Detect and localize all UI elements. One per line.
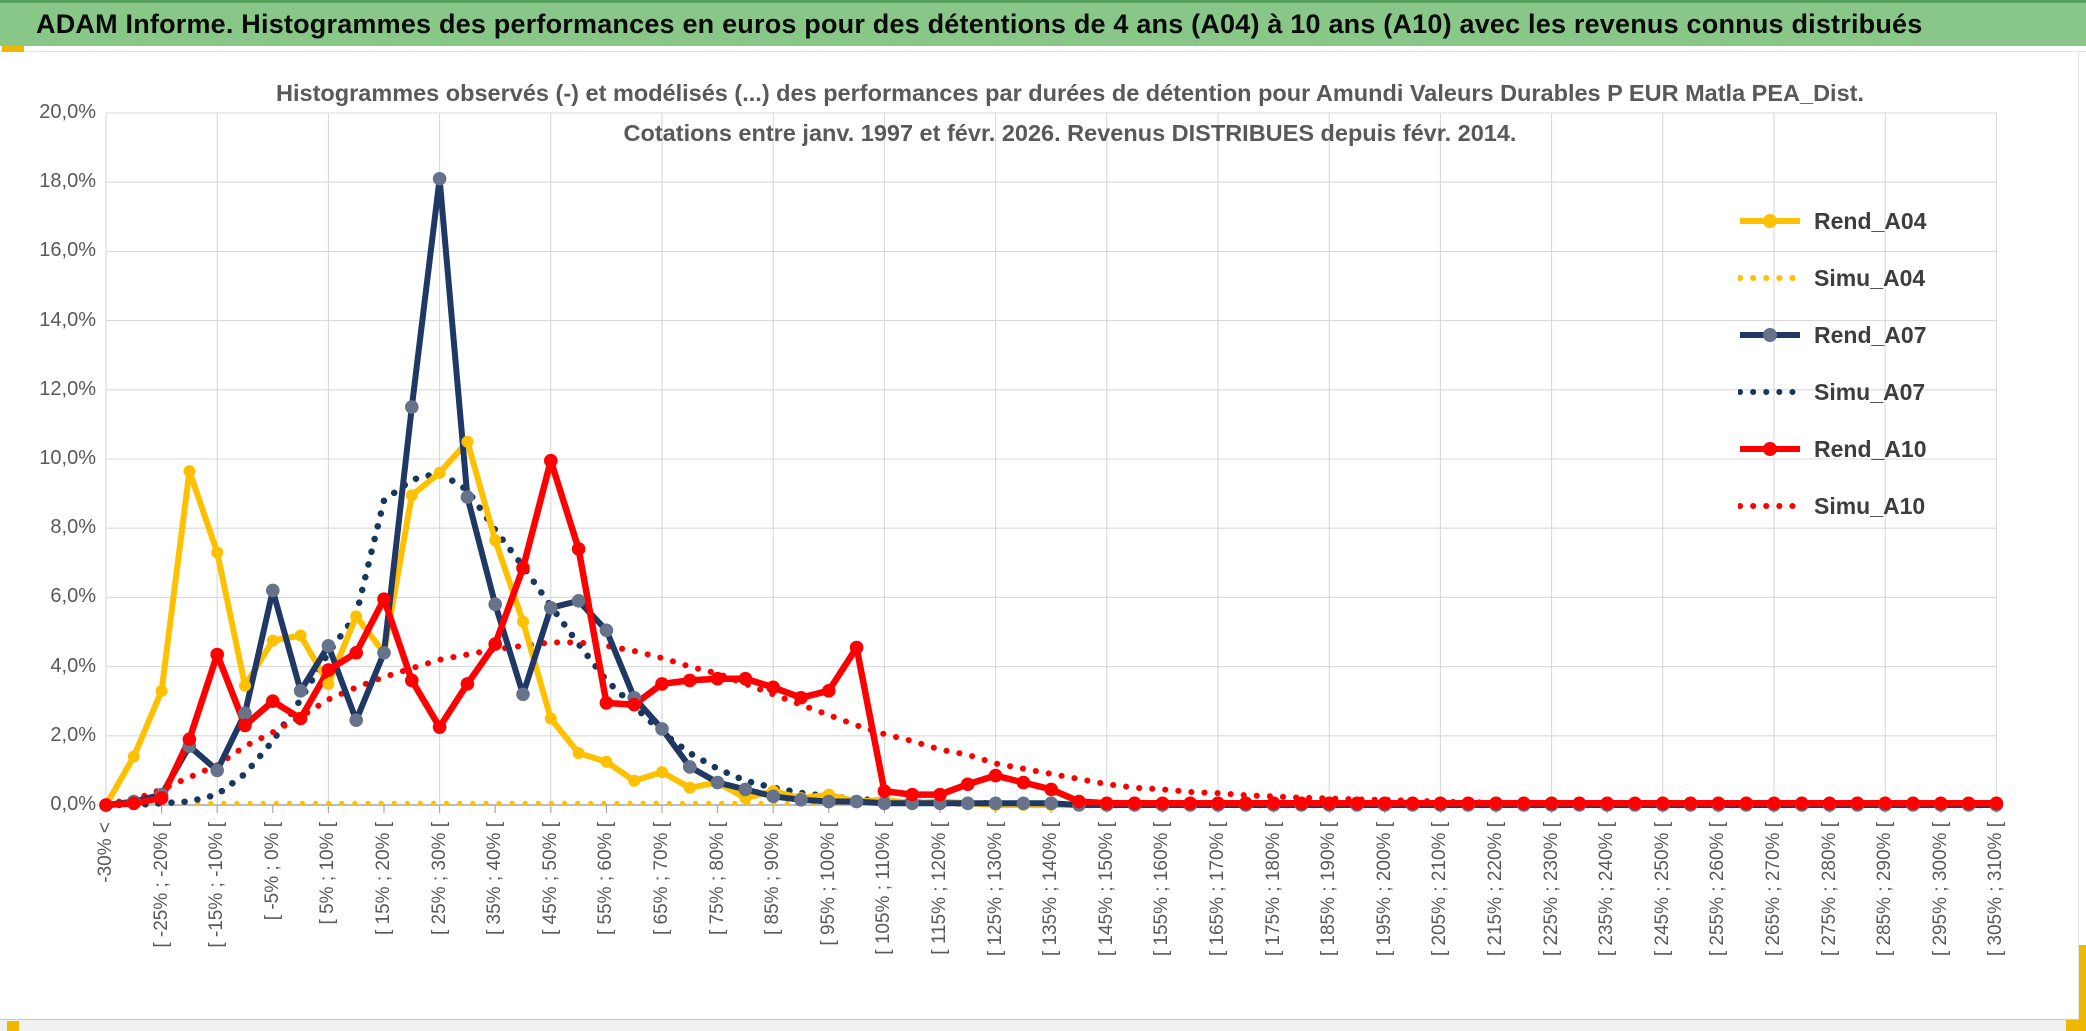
y-tick-label: 6,0%: [50, 585, 96, 608]
x-tick-label: [ 305% ; 310% [: [1985, 822, 2007, 957]
y-tick-label: 0,0%: [50, 793, 96, 815]
y-tick-label: 10,0%: [39, 447, 96, 469]
y-tick-label: 4,0%: [50, 654, 96, 677]
gold-right-edge: [2079, 945, 2086, 1031]
x-tick-label: [ -5% ; 0% [: [261, 822, 283, 921]
legend-swatch-simu-a07-icon: [1738, 389, 1803, 395]
legend-swatch-rend-a07-icon: [1740, 328, 1800, 342]
x-tick-label: [ 105% ; 110% [: [873, 822, 895, 955]
x-tick-label: [ 155% ; 160% [: [1151, 822, 1173, 957]
legend-item-rend-a07: Rend_A07: [1738, 322, 1926, 348]
header-gold-accent: [2, 46, 24, 52]
x-tick-label: [ 195% ; 200% [: [1373, 822, 1395, 957]
x-tick-label: [ 265% ; 270% [: [1763, 822, 1784, 957]
x-tick-label: [ 275% ; 280% [: [1818, 822, 1840, 957]
y-tick-label: 2,0%: [50, 723, 96, 746]
chart-right-border: [2078, 52, 2079, 1019]
legend-item-simu-a07: Simu_A07: [1738, 379, 1926, 405]
x-tick-label: [ 75% ; 80% [: [706, 822, 728, 936]
header-underline: [0, 46, 2086, 52]
x-tick-label: -30% <: [95, 822, 116, 883]
x-tick-label: [ 15% ; 20% [: [373, 822, 394, 936]
legend-label: Rend_A10: [1814, 435, 1927, 462]
legend-swatch-simu-a04-icon: [1738, 275, 1803, 281]
x-tick-label: [ 235% ; 240% [: [1596, 822, 1618, 957]
y-tick-label: 8,0%: [50, 516, 96, 539]
x-tick-label: [ -15% ; -10% [: [206, 822, 228, 948]
x-tick-label: [ 135% ; 140% [: [1040, 822, 1062, 957]
gold-corner-bottom-left: [7, 1021, 19, 1031]
title-bar: ADAM Informe. Histogrammes des performan…: [0, 0, 2086, 46]
x-tick-label: [ 5% ; 10% [: [317, 822, 339, 925]
x-tick-label: [ 145% ; 150% [: [1095, 822, 1117, 957]
legend-item-simu-a10: Simu_A10: [1738, 493, 1926, 519]
y-tick-label: 20,0%: [39, 101, 96, 123]
x-tick-label: [ 295% ; 300% [: [1929, 822, 1951, 957]
chart-title-line1: Histogrammes observés (-) et modélisés (…: [276, 80, 1864, 106]
legend-label: Simu_A04: [1814, 264, 1926, 291]
page-title: ADAM Informe. Histogrammes des performan…: [36, 9, 1923, 39]
x-tick-label: [ 285% ; 290% [: [1874, 822, 1896, 957]
gold-corner-bottom-right: [2066, 1020, 2086, 1031]
legend-swatch-rend-a04-icon: [1740, 214, 1800, 228]
chart-title-line2: Cotations entre janv. 1997 et févr. 2026…: [623, 120, 1517, 146]
x-tick-label: [ 115% ; 120% [: [929, 822, 950, 955]
legend-label: Rend_A04: [1814, 207, 1927, 234]
x-tick-label: [ 215% ; 220% [: [1485, 822, 1506, 957]
legend-label: Rend_A07: [1814, 321, 1927, 348]
x-tick-label: [ 95% ; 100% [: [817, 822, 839, 946]
x-tick-label: [ 35% ; 40% [: [484, 822, 506, 936]
legend-item-rend-a04: Rend_A04: [1738, 208, 1926, 234]
x-tick-label: [ 255% ; 260% [: [1707, 822, 1729, 957]
x-tick-label: [ 185% ; 190% [: [1318, 822, 1340, 957]
x-tick-label: [ 55% ; 60% [: [595, 822, 617, 936]
x-tick-label: [ 175% ; 180% [: [1262, 822, 1284, 957]
legend-swatch-simu-a10-icon: [1738, 503, 1803, 509]
x-tick-label: [ 45% ; 50% [: [539, 822, 561, 936]
x-tick-label: [ -25% ; -20% [: [150, 822, 172, 948]
legend-swatch-rend-a10-icon: [1740, 442, 1800, 456]
legend: Rend_A04 Simu_A04 Rend_A07 Simu_A07 Rend…: [1738, 208, 1926, 550]
x-tick-label: [ 125% ; 130% [: [984, 822, 1006, 957]
bottom-strip: [0, 1019, 2086, 1031]
x-tick-label: [ 65% ; 70% [: [651, 822, 672, 936]
y-tick-label: 16,0%: [39, 239, 96, 262]
x-tick-label: [ 245% ; 250% [: [1651, 822, 1673, 957]
x-tick-label: [ 225% ; 230% [: [1540, 822, 1562, 957]
legend-label: Simu_A07: [1814, 378, 1926, 405]
x-tick-label: [ 165% ; 170% [: [1207, 822, 1228, 957]
x-tick-label: [ 205% ; 210% [: [1429, 822, 1451, 957]
legend-item-rend-a10: Rend_A10: [1738, 436, 1926, 462]
y-tick-label: 12,0%: [39, 377, 96, 400]
x-tick-label: [ 85% ; 90% [: [762, 822, 784, 936]
legend-label: Simu_A10: [1814, 492, 1926, 519]
x-tick-label: [ 25% ; 30% [: [428, 822, 450, 936]
y-tick-label: 14,0%: [39, 308, 96, 331]
y-tick-label: 18,0%: [39, 170, 96, 193]
legend-item-simu-a04: Simu_A04: [1738, 265, 1926, 291]
